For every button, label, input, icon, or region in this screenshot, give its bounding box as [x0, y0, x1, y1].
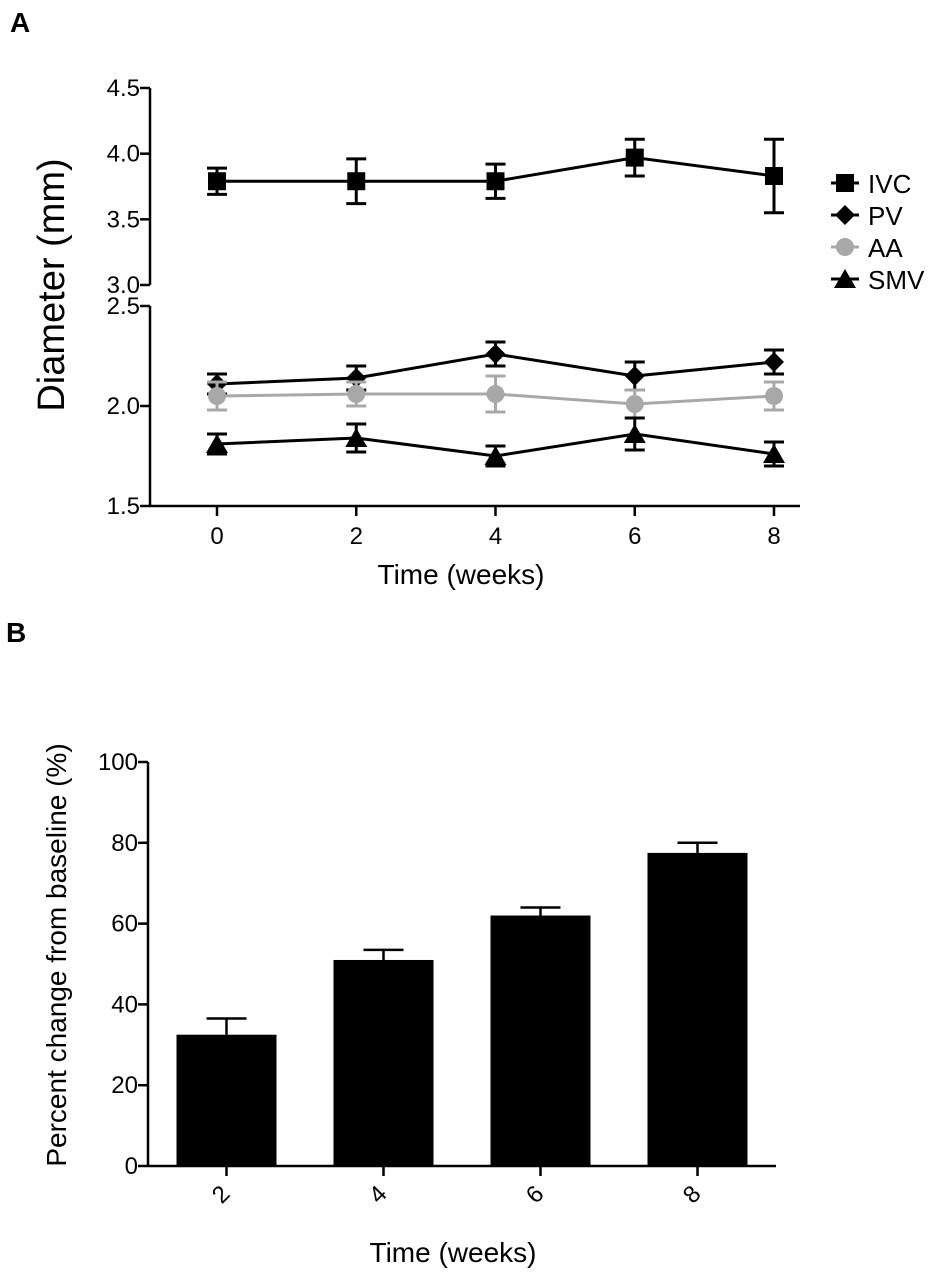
y-tick-label: 20	[111, 1072, 138, 1099]
data-point-ivc	[625, 148, 644, 167]
data-point-aa	[765, 387, 783, 405]
legend-label: AA	[868, 233, 903, 263]
bar-4	[333, 959, 434, 1166]
y-tick-label: 3.5	[107, 206, 140, 233]
y-tick-label: 1.5	[107, 493, 140, 520]
bar-2	[176, 1034, 277, 1166]
legend-item-pv: PV	[831, 201, 903, 231]
legend-marker	[836, 238, 854, 256]
data-point-aa	[208, 387, 226, 405]
data-point-smv	[763, 444, 785, 463]
legend-label: IVC	[868, 169, 911, 199]
x-tick-label: 6	[628, 523, 641, 550]
data-point-ivc	[208, 172, 226, 191]
bar-chart-panel-b: 0 20 40 60 80 100 2 4 6 8 Time (weeks) Percent c…	[41, 743, 776, 1268]
y-tick-label: 4.5	[107, 75, 140, 102]
data-point-aa	[347, 385, 366, 403]
x-tick-label: 2	[350, 523, 363, 550]
data-point-smv	[206, 434, 228, 453]
data-point-smv	[345, 428, 368, 447]
data-point-aa	[486, 385, 505, 403]
y-axis-title: Percent change from baseline (%)	[41, 743, 72, 1166]
panel-b-label: B	[6, 617, 26, 648]
data-point-pv	[624, 366, 645, 386]
y-tick-label: 80	[111, 830, 138, 857]
data-point-ivc	[347, 172, 366, 191]
x-tick-label: 8	[767, 523, 780, 550]
data-point-smv	[623, 424, 646, 443]
legend-item-smv: SMV	[831, 265, 925, 295]
data-point-ivc	[765, 166, 783, 185]
x-axis-title: Time (weeks)	[378, 559, 545, 590]
legend-marker	[836, 174, 854, 192]
x-tick-label: 6	[521, 1180, 550, 1209]
x-tick-label: 2	[207, 1180, 236, 1209]
panel-a-label: A	[10, 7, 30, 38]
series-ivc	[207, 137, 784, 215]
data-point-aa	[625, 395, 644, 413]
data-point-ivc	[486, 172, 505, 191]
bar-6	[490, 915, 591, 1166]
y-tick-label: 2.5	[107, 293, 140, 320]
x-tick-label: 8	[678, 1180, 707, 1209]
legend-marker	[834, 269, 856, 288]
legend-label: PV	[868, 201, 903, 231]
y-tick-label: 40	[111, 991, 138, 1018]
data-point-smv	[484, 446, 507, 465]
y-axis-title: Diameter (mm)	[31, 158, 73, 411]
legend-marker	[835, 205, 855, 225]
bar-8	[647, 852, 748, 1166]
y-tick-label: 3.0	[107, 272, 140, 299]
y-tick-label: 4.0	[107, 141, 140, 168]
x-tick-label: 4	[489, 523, 502, 550]
y-tick-label: 2.0	[107, 393, 140, 420]
line-chart-panel-a: 3.0 3.5 4.0 4.5 1.5 2.0 2.5 0 2 4 6 8 Time (weeks)…	[31, 75, 925, 590]
y-tick-label: 0	[125, 1153, 138, 1180]
series-aa	[207, 374, 784, 420]
x-tick-label: 4	[364, 1180, 393, 1209]
legend-label: SMV	[868, 265, 925, 295]
y-tick-label: 100	[98, 749, 138, 776]
legend-item-aa: AA	[831, 233, 903, 263]
data-point-pv	[485, 344, 506, 364]
legend-item-ivc: IVC	[831, 169, 911, 199]
series-smv	[206, 416, 785, 468]
x-tick-label: 0	[210, 523, 223, 550]
y-tick-label: 60	[111, 911, 138, 938]
x-axis-title: Time (weeks)	[370, 1237, 537, 1268]
data-point-pv	[764, 352, 784, 372]
